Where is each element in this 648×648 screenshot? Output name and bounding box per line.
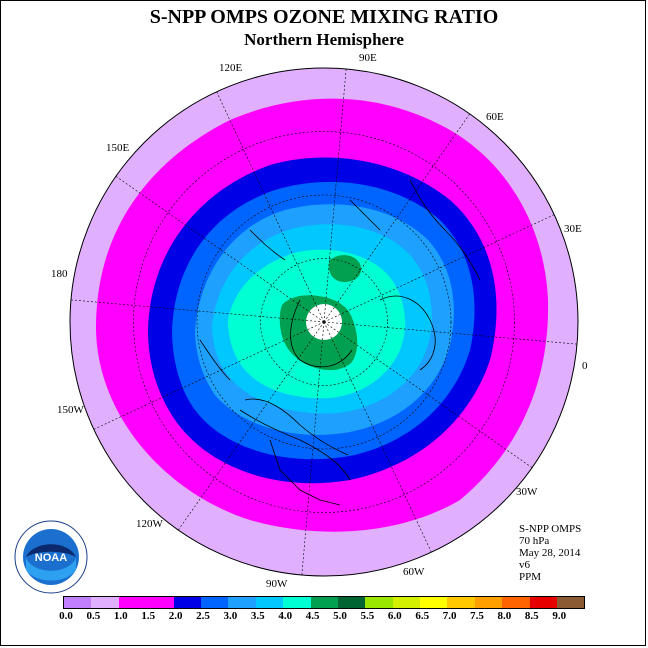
colorbar-swatch <box>200 597 229 608</box>
graticule <box>70 68 578 576</box>
longitude-label-90w: 90W <box>266 578 288 590</box>
longitude-label-120w: 120W <box>136 518 163 530</box>
colorbar-tick-label: 8.0 <box>497 610 512 622</box>
colorbar-swatch <box>365 597 393 608</box>
longitude-label-150e: 150E <box>106 142 130 154</box>
colorbar-tick-label: 6.5 <box>415 610 430 622</box>
colorbar-tick-label: 3.0 <box>223 610 238 622</box>
noaa-logo: NOAA <box>14 520 88 594</box>
colorbar-tick-label: 4.0 <box>278 610 293 622</box>
colorbar-tick-label: 3.5 <box>250 610 265 622</box>
colorbar-swatch <box>392 597 421 608</box>
info-level: 70 hPa <box>519 535 550 547</box>
colorbar-swatch <box>255 597 284 608</box>
band-4-0-4-5-lobe <box>328 255 362 282</box>
colorbar-tick-label: 2.0 <box>168 610 183 622</box>
colorbar-swatch <box>173 597 201 608</box>
colorbar-swatch <box>502 597 530 608</box>
colorbar-tick-label: 1.5 <box>141 610 156 622</box>
map-boundary <box>69 67 579 577</box>
colorbar-swatch <box>118 597 147 608</box>
colorbar-tick-label: 2.5 <box>196 610 210 622</box>
colorbar-tick-label: 0.0 <box>59 610 73 622</box>
longitude-label-30e: 30E <box>564 223 582 235</box>
colorbar-tick-label: 9.0 <box>552 610 567 622</box>
colorbar-tick-label: 8.5 <box>524 610 539 622</box>
colorbar-tick-label: 5.5 <box>360 610 375 622</box>
latitude-circle <box>260 258 388 386</box>
colorbar-swatch <box>228 597 256 608</box>
info-instrument: S-NPP OMPS <box>519 523 582 535</box>
longitude-label-60w: 60W <box>403 566 425 578</box>
colorbar-swatch <box>91 597 119 608</box>
latitude-circle <box>133 131 515 513</box>
latitude-circle <box>196 194 452 450</box>
colorbar-tick-label: 7.0 <box>442 610 457 622</box>
colorbar-swatch <box>146 597 174 608</box>
noaa-logo-text: NOAA <box>35 552 67 564</box>
colorbar-swatch <box>283 597 311 608</box>
colorbar-tick-label: 4.5 <box>305 610 320 622</box>
colorbar-swatch <box>337 597 366 608</box>
colorbar-tick-label: 7.5 <box>470 610 484 622</box>
colorbar-tick-label: 1.0 <box>113 610 128 622</box>
colorbar-swatch <box>310 597 338 608</box>
info-block: S-NPP OMPS 70 hPa May 28, 2014 v6 PPM <box>519 523 581 583</box>
page-title: S-NPP OMPS OZONE MIXING RATIO <box>149 6 499 28</box>
colorbar-swatch <box>529 597 558 608</box>
longitude-label-30w: 30W <box>516 486 538 498</box>
map-subtitle: Northern Hemisphere <box>244 30 404 49</box>
colorbar-swatch <box>474 597 503 608</box>
colorbar-swatch <box>557 597 585 608</box>
colorbar-swatch <box>420 597 448 608</box>
longitude-label-0: 0 <box>582 360 588 372</box>
colorbar-tick-label: 5.0 <box>333 610 347 622</box>
colorbar-tick-label: 0.5 <box>86 610 101 622</box>
coastlines <box>199 179 481 506</box>
info-date: May 28, 2014 <box>519 547 581 559</box>
colorbar <box>63 596 586 609</box>
longitude-label-90e: 90E <box>359 52 377 64</box>
longitude-label-180: 180 <box>51 268 68 280</box>
colorbar-swatch <box>447 597 475 608</box>
longitude-label-60e: 60E <box>486 111 504 123</box>
info-version: v6 <box>519 559 530 571</box>
colorbar-tick-label: 6.0 <box>387 610 402 622</box>
info-units: PPM <box>519 571 542 583</box>
colorbar-swatch <box>64 597 92 608</box>
longitude-label-150w: 150W <box>57 404 84 416</box>
longitude-label-120e: 120E <box>219 62 243 74</box>
